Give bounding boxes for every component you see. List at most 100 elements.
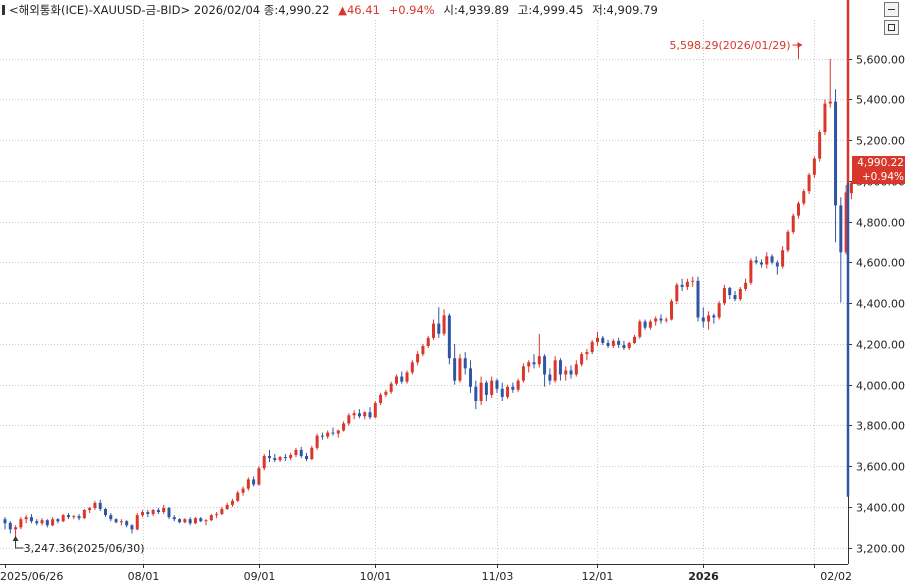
candle xyxy=(315,433,319,450)
candle-body xyxy=(294,449,298,455)
change-value: 46.41 xyxy=(346,3,380,17)
candle xyxy=(611,338,615,349)
candle-body xyxy=(379,394,383,404)
candle xyxy=(569,365,573,379)
candle-body xyxy=(389,383,393,392)
x-tick-label: 10/01 xyxy=(360,570,392,583)
candle-body xyxy=(252,479,256,485)
candle-body xyxy=(146,512,150,515)
candle-body xyxy=(347,415,351,424)
open-value: 4,939.89 xyxy=(457,3,510,17)
candle xyxy=(558,358,562,381)
maximize-icon[interactable] xyxy=(884,20,899,35)
candle-body xyxy=(368,412,372,418)
y-tick-label: 4,400.00 xyxy=(856,298,905,311)
candle-body xyxy=(363,412,367,417)
candle-body xyxy=(178,519,182,523)
candle-body xyxy=(717,303,721,318)
candle-body xyxy=(834,101,838,206)
low-label: 저: xyxy=(592,3,607,17)
change-arrow-icon: ▲ xyxy=(338,3,347,17)
candle xyxy=(733,290,737,302)
candle xyxy=(130,524,134,534)
candle xyxy=(241,486,245,496)
candle-body xyxy=(421,345,425,355)
candle-body xyxy=(654,318,658,322)
candle-body xyxy=(453,358,457,381)
candle xyxy=(506,384,510,399)
candle xyxy=(484,380,488,402)
candle xyxy=(320,432,324,440)
candle-body xyxy=(722,287,726,304)
candle xyxy=(299,446,303,459)
candle-body xyxy=(342,423,346,431)
candle xyxy=(294,447,298,458)
candle-body xyxy=(156,510,160,513)
candle-body xyxy=(823,103,827,133)
candle xyxy=(273,453,277,463)
chart-header: <해외통화(ICE)-XAUUSD-금-BID> 2026/02/04 종:4,… xyxy=(0,0,850,20)
candle-series xyxy=(3,59,853,539)
candle-body xyxy=(490,380,494,395)
candle-body xyxy=(744,282,748,289)
candle xyxy=(527,360,531,373)
candle xyxy=(802,189,806,206)
candle-body xyxy=(215,514,219,516)
candle xyxy=(479,376,483,406)
minimize-icon[interactable] xyxy=(884,2,899,17)
candle xyxy=(749,258,753,285)
candle xyxy=(119,519,123,526)
candle xyxy=(807,172,811,195)
candle xyxy=(125,520,129,528)
candle xyxy=(818,130,822,162)
candle-body xyxy=(622,344,626,349)
candle-body xyxy=(532,362,536,365)
candle-body xyxy=(484,382,488,395)
candle xyxy=(368,407,372,420)
y-tick-label: 3,200.00 xyxy=(856,543,905,556)
candle xyxy=(590,339,594,355)
candle-body xyxy=(331,432,335,434)
candle-body xyxy=(685,281,689,287)
candle-body xyxy=(257,468,261,485)
x-axis: 2025/06/26 08/01 09/01 10/01 11/03 12/01 2026 0… xyxy=(0,564,852,583)
candle-body xyxy=(98,502,102,509)
candle xyxy=(230,498,234,507)
candle-body xyxy=(765,256,769,265)
candle-body xyxy=(569,370,573,375)
candle-body xyxy=(754,260,758,263)
change-percent: +0.94% xyxy=(388,3,435,17)
candle-body xyxy=(749,260,753,283)
candle-body xyxy=(199,518,203,522)
candle xyxy=(812,156,816,178)
candle-body xyxy=(93,502,97,508)
y-axis: 3,200.00 3,400.00 3,600.00 3,800.00 4,000.00… xyxy=(846,0,905,564)
high-label: 고: xyxy=(517,3,533,17)
candle xyxy=(204,519,208,526)
candle xyxy=(643,319,647,330)
candle-body xyxy=(849,182,853,194)
candle-body xyxy=(807,174,811,192)
low-annotation: 3,247.36(2025/06/30) xyxy=(24,542,145,555)
candle-body xyxy=(326,432,330,437)
close-value: 4,990.22 xyxy=(278,3,330,17)
candle xyxy=(363,411,367,420)
candle xyxy=(98,499,102,512)
candle xyxy=(151,508,155,517)
candle xyxy=(781,246,785,269)
low-annotation-arrow xyxy=(12,536,19,542)
candle-body xyxy=(172,517,176,520)
candle-body xyxy=(88,507,92,511)
low-value: 4,909.79 xyxy=(606,3,658,17)
candle-body xyxy=(828,101,832,104)
candle xyxy=(553,356,557,383)
candle-body xyxy=(8,522,12,530)
candle-body xyxy=(606,342,610,346)
candle xyxy=(495,378,499,393)
candle xyxy=(193,517,197,525)
x-tick-label: 12/01 xyxy=(582,570,614,583)
candle xyxy=(289,452,293,461)
candle-body xyxy=(791,215,795,232)
candle-body xyxy=(119,521,123,523)
